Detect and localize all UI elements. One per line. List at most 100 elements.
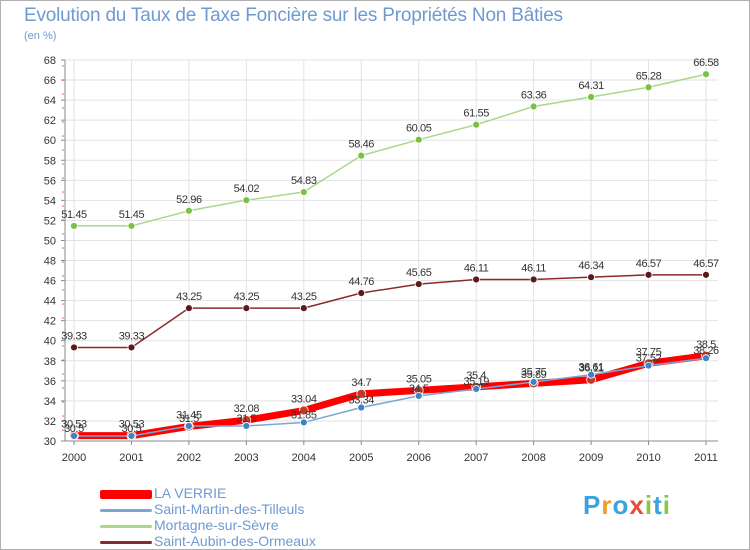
data-point xyxy=(702,70,710,79)
data-point xyxy=(298,405,309,416)
data-label: 35.19 xyxy=(463,376,489,388)
axis-dot xyxy=(62,191,64,193)
data-point xyxy=(529,378,538,386)
axis-dot xyxy=(62,331,64,333)
axis-dot xyxy=(62,303,64,305)
legend-swatch xyxy=(100,509,152,512)
logo-letter: i xyxy=(662,490,671,520)
data-label: 65.28 xyxy=(636,70,662,82)
series-line xyxy=(73,357,707,437)
data-point xyxy=(185,304,193,313)
axis-dot xyxy=(62,247,64,249)
data-label: 33.34 xyxy=(349,395,375,407)
axis-dot xyxy=(62,163,64,165)
x-tick-label: 2006 xyxy=(406,452,430,464)
data-label: 38.5 xyxy=(696,339,716,351)
axis-dot xyxy=(62,275,64,277)
data-label: 35.89 xyxy=(521,369,547,381)
data-label: 64.31 xyxy=(578,80,604,92)
legend-item: Mortagne-sur-Sèvre xyxy=(100,517,400,534)
y-tick-label: 58 xyxy=(44,155,56,167)
data-label: 39.33 xyxy=(61,330,87,342)
x-tick-label: 2007 xyxy=(464,452,488,464)
data-point xyxy=(644,270,653,279)
data-point xyxy=(414,280,423,288)
axis-dot xyxy=(62,401,64,403)
legend-item: Saint-Martin-des-Tilleuls xyxy=(100,501,400,518)
y-tick-label: 44 xyxy=(44,296,56,308)
data-label: 31.45 xyxy=(176,409,202,421)
x-tick-label: 2009 xyxy=(579,452,603,464)
axis-dot xyxy=(62,93,64,95)
y-tick-label: 38 xyxy=(44,356,56,368)
data-point xyxy=(242,422,251,430)
legend: LA VERRIE Saint-Martin-des-Tilleuls Mortag… xyxy=(100,485,400,550)
logo-letter: t xyxy=(653,490,663,520)
axis-dot xyxy=(62,107,64,109)
data-label: 61.55 xyxy=(463,108,489,120)
data-point xyxy=(242,304,251,313)
y-tick-label: 56 xyxy=(44,175,56,187)
data-label: 36.61 xyxy=(578,362,604,374)
legend-label: Saint-Aubin-des-Ormeaux xyxy=(154,533,316,549)
y-tick-label: 66 xyxy=(44,75,56,87)
data-label: 34.5 xyxy=(409,383,429,395)
data-label: 35.05 xyxy=(406,373,432,385)
axis-dot xyxy=(62,135,64,137)
y-tick-label: 68 xyxy=(44,55,56,67)
axis-dot xyxy=(62,121,64,123)
x-tick-label: 2002 xyxy=(177,452,201,464)
data-label: 63.36 xyxy=(521,90,547,102)
data-label: 46.57 xyxy=(693,258,719,270)
data-label: 37.75 xyxy=(636,346,662,358)
data-point xyxy=(299,304,308,313)
data-label: 44.76 xyxy=(349,276,375,288)
legend-label: Saint-Martin-des-Tilleuls xyxy=(154,501,305,517)
data-point xyxy=(70,222,78,230)
proxiti-logo: Proxiti xyxy=(583,490,671,521)
data-label: 51.45 xyxy=(119,209,145,221)
data-point xyxy=(529,102,538,111)
data-label: 36.11 xyxy=(579,363,604,375)
data-label: 58.46 xyxy=(349,139,375,151)
data-point xyxy=(644,361,653,370)
data-label: 35.4 xyxy=(466,370,486,382)
data-point xyxy=(242,196,251,205)
x-tick-label: 2011 xyxy=(694,452,718,464)
axis-dot xyxy=(62,289,64,291)
data-point xyxy=(414,135,423,144)
axis-dot xyxy=(62,345,64,347)
data-label: 60.05 xyxy=(406,123,432,135)
x-tick-label: 2004 xyxy=(292,452,316,464)
x-tick-label: 2010 xyxy=(636,452,660,464)
data-label: 30.53 xyxy=(119,419,145,431)
data-label: 54.02 xyxy=(234,183,260,195)
y-tick-label: 50 xyxy=(44,235,56,247)
x-tick-label: 2008 xyxy=(521,452,545,464)
axis-dot xyxy=(62,261,64,263)
legend-swatch xyxy=(100,525,152,528)
legend-item: Saint-Aubin-des-Ormeaux xyxy=(100,533,400,550)
axis-dot xyxy=(62,233,64,235)
data-point xyxy=(127,343,136,352)
data-point xyxy=(702,354,710,363)
data-label: 52.96 xyxy=(176,194,202,206)
data-label: 66.58 xyxy=(693,57,719,69)
data-point xyxy=(185,422,193,430)
data-point xyxy=(587,370,595,379)
x-tick-label: 2000 xyxy=(62,452,86,464)
y-tick-label: 30 xyxy=(44,436,56,448)
y-tick-label: 48 xyxy=(44,256,56,268)
legend-label: LA VERRIE xyxy=(154,485,227,501)
data-point xyxy=(70,432,78,440)
data-point xyxy=(127,222,136,230)
axis-dot xyxy=(62,373,64,375)
axis-dot xyxy=(62,415,64,417)
y-tick-label: 64 xyxy=(44,95,56,107)
series-line xyxy=(73,274,707,349)
data-point xyxy=(357,403,366,412)
data-point xyxy=(702,270,710,279)
y-tick-label: 36 xyxy=(44,376,56,388)
data-label: 43.25 xyxy=(291,291,317,303)
